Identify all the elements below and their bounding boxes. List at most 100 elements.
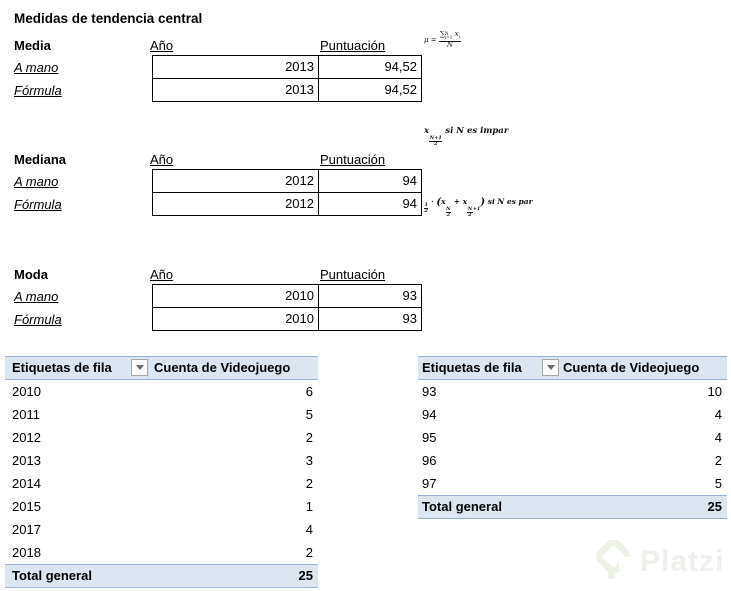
- cell-score[interactable]: 94,52: [384, 59, 417, 74]
- filter-dropdown-button[interactable]: [542, 359, 559, 376]
- pivot-row: 2015 1: [5, 495, 318, 518]
- pivot-row: 97 5: [418, 472, 727, 495]
- pivot-row-value[interactable]: 6: [305, 384, 313, 399]
- pivot-row-label[interactable]: 2018: [12, 545, 41, 560]
- pivot-values-header: Cuenta de Videojuego: [563, 360, 700, 375]
- row-label-formula: Fórmula: [14, 312, 62, 327]
- filter-dropdown-button[interactable]: [131, 359, 148, 376]
- pivot-row-value[interactable]: 2: [714, 453, 722, 468]
- pivot-row-label[interactable]: 2015: [12, 499, 41, 514]
- pivot-row: 2011 5: [5, 403, 318, 426]
- pivot-row-value[interactable]: 5: [305, 407, 313, 422]
- pivot-row-label[interactable]: 93: [422, 384, 437, 399]
- pivot-row-value[interactable]: 2: [305, 476, 313, 491]
- pivot-row-value[interactable]: 3: [305, 453, 313, 468]
- cell-score[interactable]: 93: [402, 288, 417, 303]
- pivot-row: 2014 2: [5, 472, 318, 495]
- cell-year[interactable]: 2013: [153, 56, 319, 78]
- pivot-row: 2017 4: [5, 518, 318, 541]
- pivot-header-row: Etiquetas de fila Cuenta de Videojuego: [418, 356, 727, 380]
- row-label-formula: Fórmula: [14, 83, 62, 98]
- section-media-label: Media: [14, 38, 51, 53]
- cell-score[interactable]: 94: [402, 173, 417, 188]
- cell-score[interactable]: 93: [402, 311, 417, 326]
- pivot-total-value: 25: [298, 568, 313, 583]
- table-row: 2012 94: [153, 192, 421, 215]
- pivot-row: 2018 2: [5, 541, 318, 564]
- pivot-row-value[interactable]: 4: [714, 430, 722, 445]
- pivot-row-label[interactable]: 2013: [12, 453, 41, 468]
- formula-lhs: μ =: [424, 36, 437, 45]
- column-header-score: Puntuación: [320, 152, 386, 167]
- section-media: Media Año Puntuación A mano Fórmula 2013…: [0, 38, 731, 148]
- pivot-row-value[interactable]: 10: [707, 384, 722, 399]
- pivot-row-label[interactable]: 2011: [12, 407, 40, 422]
- media-table: 2013 94,52 2013 94,52: [152, 55, 422, 102]
- pivot-row: 94 4: [418, 403, 727, 426]
- pivot-total-row: Total general 25: [418, 495, 727, 519]
- cell-year[interactable]: 2010: [153, 285, 319, 307]
- pivot-table-years: Etiquetas de fila Cuenta de Videojuego 2…: [5, 356, 318, 588]
- pivot-row-label[interactable]: 2017: [12, 522, 41, 537]
- row-label-formula: Fórmula: [14, 197, 62, 212]
- pivot-row-label[interactable]: 2014: [12, 476, 41, 491]
- column-header-year: Año: [150, 38, 174, 53]
- pivot-row-value[interactable]: 4: [305, 522, 313, 537]
- cell-year[interactable]: 2012: [153, 170, 319, 192]
- cell-score[interactable]: 94: [402, 196, 417, 211]
- pivot-row-value[interactable]: 2: [305, 430, 313, 445]
- platzi-logo-icon: [596, 540, 630, 579]
- pivot-row-label[interactable]: 96: [422, 453, 437, 468]
- formula-denominator: N: [446, 41, 454, 50]
- median-odd-formula: x N+1 2 si N es impar: [424, 126, 509, 147]
- row-label-a-mano: A mano: [14, 289, 59, 304]
- pivot-row: 2012 2: [5, 426, 318, 449]
- pivot-row-value[interactable]: 4: [714, 407, 722, 422]
- pivot-row-value[interactable]: 2: [305, 545, 313, 560]
- section-moda: Moda Año Puntuación A mano Fórmula 2010 …: [0, 267, 731, 377]
- pivot-table-scores: Etiquetas de fila Cuenta de Videojuego 9…: [418, 356, 727, 519]
- table-row: 2013 94,52: [153, 56, 421, 78]
- page-title: Medidas de tendencia central: [14, 11, 203, 26]
- pivot-row-label[interactable]: 2012: [12, 430, 41, 445]
- table-row: 2012 94: [153, 170, 421, 192]
- section-moda-label: Moda: [14, 267, 48, 282]
- pivot-total-value: 25: [707, 499, 722, 514]
- moda-table: 2010 93 2010 93: [152, 284, 422, 331]
- column-header-score: Puntuación: [320, 267, 386, 282]
- pivot-row-value[interactable]: 5: [714, 476, 722, 491]
- chevron-down-icon: [135, 365, 144, 370]
- pivot-row-labels-header: Etiquetas de fila: [422, 360, 522, 375]
- cell-year[interactable]: 2013: [153, 79, 319, 101]
- pivot-total-row: Total general 25: [5, 564, 318, 588]
- row-label-a-mano: A mano: [14, 174, 59, 189]
- pivot-row: 93 10: [418, 380, 727, 403]
- mediana-table: 2012 94 2012 94: [152, 169, 422, 216]
- pivot-row-label[interactable]: 95: [422, 430, 437, 445]
- pivot-total-label: Total general: [422, 499, 502, 514]
- pivot-row-value[interactable]: 1: [305, 499, 313, 514]
- pivot-row-label[interactable]: 2010: [12, 384, 41, 399]
- pivot-row: 2010 6: [5, 380, 318, 403]
- column-header-score: Puntuación: [320, 38, 386, 53]
- table-row: 2010 93: [153, 307, 421, 330]
- pivot-total-label: Total general: [12, 568, 92, 583]
- column-divider: [148, 357, 149, 379]
- pivot-row-label[interactable]: 94: [422, 407, 437, 422]
- table-row: 2013 94,52: [153, 78, 421, 101]
- watermark: Platzi: [596, 540, 724, 584]
- watermark-brand-text: Platzi: [640, 545, 725, 578]
- cell-year[interactable]: 2010: [153, 308, 319, 330]
- row-label-a-mano: A mano: [14, 60, 59, 75]
- pivot-values-header: Cuenta de Videojuego: [154, 360, 291, 375]
- column-header-year: Año: [150, 267, 174, 282]
- pivot-row-label[interactable]: 97: [422, 476, 437, 491]
- section-mediana: Mediana Año Puntuación A mano Fórmula 20…: [0, 152, 731, 262]
- cell-score[interactable]: 94,52: [384, 82, 417, 97]
- cell-year[interactable]: 2012: [153, 193, 319, 215]
- pivot-row: 2013 3: [5, 449, 318, 472]
